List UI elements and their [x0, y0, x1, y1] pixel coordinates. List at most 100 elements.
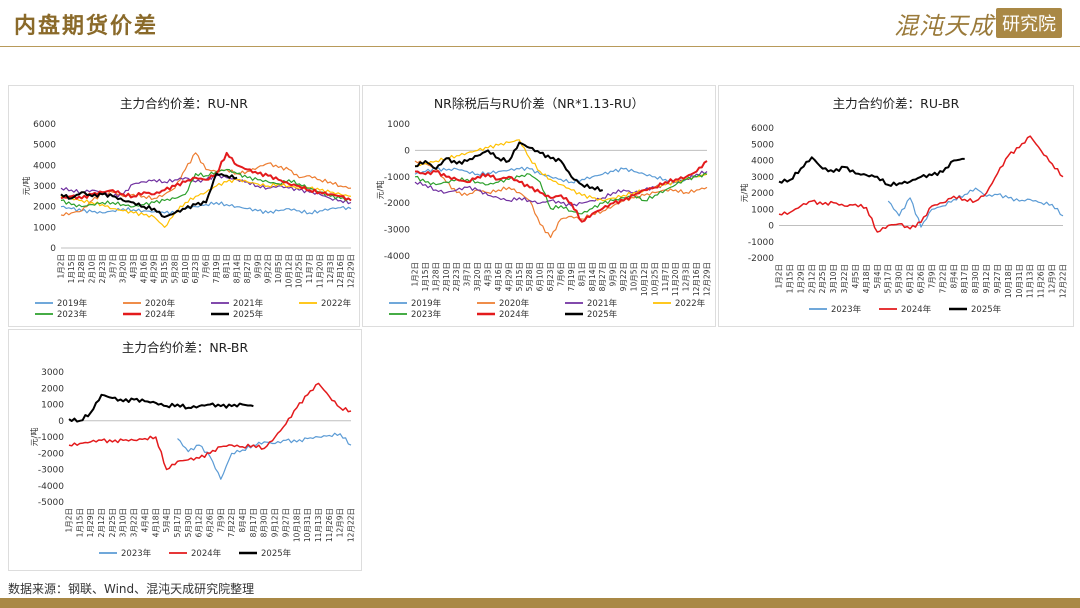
x-tick-label: 8月30日 [260, 508, 269, 537]
x-tick-label: 5月30日 [895, 264, 904, 293]
x-tick-label: 9月27日 [993, 264, 1002, 293]
series-line-2019年 [60, 201, 352, 215]
x-tick-label: 1月2日 [65, 508, 74, 533]
x-tick-label: 12月29日 [703, 262, 712, 296]
y-tick-label: 2000 [41, 384, 64, 394]
x-tick-label: 4月3日 [484, 262, 493, 287]
x-tick-label: 1月2日 [775, 264, 784, 289]
series-line-2024年 [68, 382, 352, 471]
x-tick-label: 8月14日 [233, 254, 242, 283]
x-tick-label: 12月9日 [1048, 264, 1057, 293]
x-tick-label: 12月29日 [347, 254, 356, 288]
y-tick-label: -2000 [38, 449, 64, 459]
x-tick-label: 2月12日 [807, 264, 816, 293]
x-tick-label: 9月22日 [619, 262, 628, 291]
x-tick-label: 6月26日 [917, 264, 926, 293]
legend-item: 2022年 [653, 298, 706, 309]
x-tick-label: 1月28日 [431, 262, 440, 291]
legend-label: 2024年 [901, 304, 932, 315]
x-tick-label: 2月12日 [97, 508, 106, 537]
x-tick-label: 7月6日 [557, 262, 566, 287]
y-tick-label: -1000 [748, 238, 774, 248]
x-tick-label: 4月3日 [129, 254, 138, 279]
chart-panel-nr-br: 主力合约价差：NR-BR 元/吨 3000 2000 1000 0 -1000 -2000 -3… [8, 329, 362, 571]
x-tick-label: 2月23日 [452, 262, 461, 291]
legend-label: 2020年 [145, 298, 176, 309]
x-tick-label: 1月2日 [411, 262, 420, 287]
x-tick-label: 11月7日 [661, 262, 670, 291]
legend-item: 2021年 [565, 298, 618, 309]
logo-text: 混沌天成 [894, 11, 994, 40]
chart-nr-br: 主力合约价差：NR-BR 元/吨 3000 2000 1000 0 -1000 -2000 -3… [29, 340, 356, 559]
x-tick-label: 5月15日 [160, 254, 169, 283]
series-line-2023年 [887, 187, 1064, 228]
x-tick-label: 4月4日 [140, 508, 149, 533]
legend-item: 2019年 [35, 298, 88, 309]
x-tick-label: 3月22日 [840, 264, 849, 293]
page-title: 内盘期货价差 [14, 14, 159, 39]
legend-item: 2020年 [477, 298, 530, 309]
x-tick-label: 8月4日 [238, 508, 247, 533]
legend-label: 2023年 [831, 304, 862, 315]
legend-label: 2025年 [587, 309, 618, 320]
x-tick-label: 8月1日 [222, 254, 231, 279]
x-tick-label: 12月3日 [326, 254, 335, 283]
y-tick-label: 0 [768, 222, 774, 232]
y-tick-label: 1000 [33, 223, 56, 233]
legend-label: 2025年 [261, 548, 292, 559]
x-tick-label: 12月16日 [692, 262, 701, 296]
legend-label: 2023年 [57, 309, 88, 320]
x-tick-label: 7月9日 [927, 264, 936, 289]
x-tick-label: 8月17日 [960, 264, 969, 293]
x-tick-label: 8月14日 [588, 262, 597, 291]
x-tick-label: 3月7日 [108, 254, 117, 279]
chart-title: NR除税后与RU价差（NR*1.13-RU） [434, 96, 644, 111]
series-line-2019年 [414, 166, 708, 184]
x-tick-label: 2月23日 [98, 254, 107, 283]
series-line-2025年 [60, 172, 238, 218]
legend-item: 2024年 [123, 309, 176, 320]
x-tick-label: 9月22日 [264, 254, 273, 283]
x-tick-label: 11月20日 [315, 254, 324, 288]
y-tick-label: -1000 [384, 173, 410, 183]
legend-label: 2024年 [145, 309, 176, 320]
x-tick-label: 11月7日 [305, 254, 314, 283]
y-tick-label: 1000 [751, 205, 774, 215]
chart-title: 主力合约价差：RU-BR [833, 96, 960, 111]
x-tick-label: 3月20日 [119, 254, 128, 283]
x-tick-label: 10月18日 [1004, 264, 1013, 298]
x-tick-label: 7月9日 [216, 508, 225, 533]
x-tick-label: 1月15日 [67, 254, 76, 283]
x-tick-label: 5月28日 [170, 254, 179, 283]
logo: 混沌天成 研究院 [894, 6, 1062, 40]
legend-item: 2025年 [949, 304, 1002, 315]
series-line-2024年 [415, 160, 708, 223]
x-tick-label: 7月19日 [567, 262, 576, 291]
x-tick-label: 10月31日 [1015, 264, 1024, 298]
x-tick-label: 2月25日 [818, 264, 827, 293]
y-tick-label: -2000 [384, 199, 410, 209]
y-tick-label: 6000 [751, 124, 774, 134]
x-tick-label: 6月12日 [195, 508, 204, 537]
y-tick-label: 4000 [751, 157, 774, 167]
x-tick-label: 3月22日 [130, 508, 139, 537]
series-line-2020年 [60, 152, 352, 217]
x-tick-label: 8月1日 [577, 262, 586, 287]
chart-nr-ru: NR除税后与RU价差（NR*1.13-RU） 元/吨 1000 0 -1000 -2000… [375, 96, 712, 320]
legend-item: 2022年 [299, 298, 352, 309]
y-tick-label: 2000 [751, 189, 774, 199]
legend-item: 2020年 [123, 298, 176, 309]
legend-item: 2024年 [169, 548, 222, 559]
legend-item: 2025年 [565, 309, 618, 320]
legend-label: 2025年 [971, 304, 1002, 315]
x-tick-label: 6月23日 [546, 262, 555, 291]
x-tick-label: 5月4日 [873, 264, 882, 289]
header: 内盘期货价差 混沌天成 研究院 [0, 0, 1080, 48]
legend-item: 2025年 [239, 548, 292, 559]
x-tick-label: 8月17日 [249, 508, 258, 537]
legend-item: 2024年 [879, 304, 932, 315]
legend-item: 2024年 [477, 309, 530, 320]
x-tick-label: 8月4日 [949, 264, 958, 289]
chart-ru-nr: 主力合约价差：RU-NR 元/吨 6000 5000 4000 3000 2000 1000 0… [21, 96, 356, 320]
x-tick-label: 8月27日 [243, 254, 252, 283]
